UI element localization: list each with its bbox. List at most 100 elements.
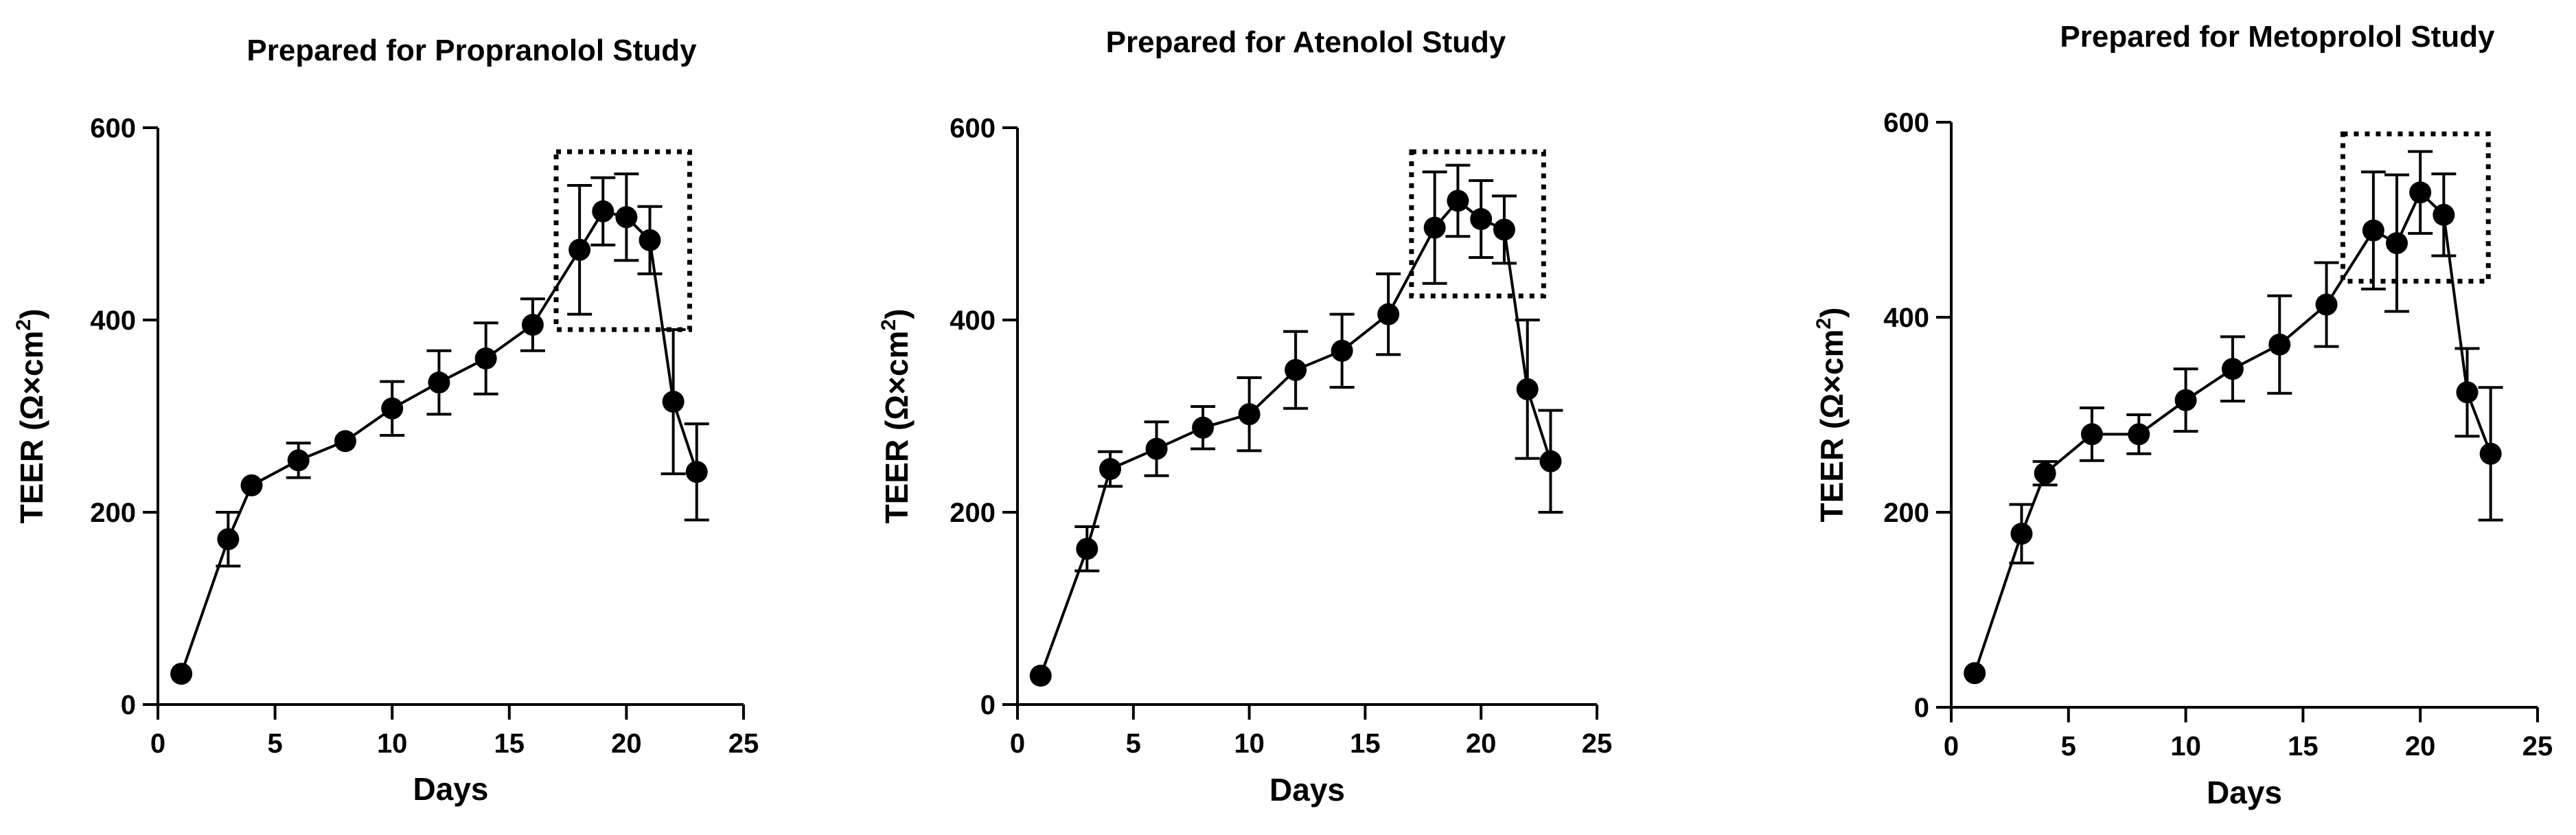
x-tick-label: 25 [728,729,759,759]
y-axis-label: TEER (Ω×cm2) [877,308,915,523]
x-tick-label: 10 [377,729,408,759]
x-tick-label: 20 [2405,731,2436,762]
y-tick-label: 200 [90,498,136,528]
y-axis-label-superscript: 2 [877,319,900,331]
data-point [2174,389,2197,411]
y-axis-label: TEER (Ω×cm2) [12,308,49,523]
data-point [2221,358,2244,380]
series-line [180,209,698,674]
data-point [240,474,263,496]
data-point [1285,358,1307,381]
chart-panel-1: Prepared for Propranolol Study0200400600… [12,34,759,807]
y-axis-label-superscript: 2 [12,319,35,331]
x-tick-label: 15 [1350,729,1381,759]
y-tick-label: 0 [1914,693,1929,723]
data-point [1377,303,1400,325]
data-point [1192,416,1215,439]
y-axis-label-close: ) [14,308,49,319]
data-point [2362,219,2384,242]
data-point [1516,378,1539,400]
x-tick-label: 5 [1126,729,1141,759]
y-tick-label: 200 [950,498,996,528]
highlight-box [1409,149,1546,299]
x-tick-label: 5 [2061,731,2076,762]
data-point [592,200,614,222]
data-point [334,430,356,453]
x-tick-label: 5 [267,729,282,759]
chart-title: Prepared for Atenolol Study [1106,25,1506,59]
chart-title: Prepared for Metoprolol Study [2060,20,2495,54]
data-point [1447,190,1469,212]
data-point [2034,462,2056,485]
highlight-box [553,149,693,332]
y-axis-label-close: ) [1814,307,1850,317]
data-point [2128,423,2150,446]
x-tick-label: 15 [2288,731,2319,762]
data-point [1964,662,1986,685]
y-tick-label: 600 [950,113,996,144]
data-point [474,347,497,369]
data-point [1470,208,1493,230]
data-point [521,314,544,336]
data-point [2386,232,2408,255]
data-point [615,206,638,229]
chart-panel-2: Prepared for Atenolol Study 0 200 400 600 0 5 1… [877,25,1612,808]
data-point [170,663,193,685]
series-line [1973,190,2492,674]
y-axis-label-text: TEER (Ω×cm [879,331,915,524]
x-axis-label: Days [1269,772,1345,808]
y-tick-label: 400 [1883,303,1929,333]
data-point [2080,423,2103,446]
data-point [662,391,685,413]
y-tick-label: 600 [1883,108,1929,138]
y-axis-label-text: TEER (Ω×cm [14,331,49,524]
x-tick-label: 0 [150,729,165,759]
data-point [2456,381,2479,404]
data-point [1099,458,1122,480]
data-point [1076,538,1099,560]
data-point [568,238,591,261]
y-axis-label-close: ) [879,308,915,319]
y-axis-label: TEER (Ω×cm2) [1813,307,1850,522]
y-tick-label: 0 [980,690,996,720]
data-point [2433,203,2455,226]
chart-title: Prepared for Propranolol Study [246,34,697,67]
x-tick-label: 20 [1466,729,1497,759]
x-tick-label: 25 [2522,731,2553,762]
data-point [639,229,661,251]
data-point [2315,293,2338,316]
data-point [1331,339,1353,362]
chart-panel-3: Prepared for Metoprolol Study 0 200 400 600 0… [1813,20,2553,810]
data-point [2268,333,2291,356]
data-point [1539,450,1562,472]
x-tick-label: 0 [1010,729,1025,759]
data-point [428,371,450,393]
x-tick-label: 10 [2170,731,2201,762]
data-point [1493,218,1515,241]
y-axis-label-superscript: 2 [1813,318,1835,330]
x-tick-label: 10 [1234,729,1265,759]
x-tick-label: 0 [1944,731,1959,762]
x-tick-label: 20 [611,729,642,759]
x-axis-label: Days [2207,775,2282,810]
data-point [217,528,240,551]
data-point [1423,216,1446,239]
y-tick-label: 200 [1883,498,1929,528]
data-point [1029,665,1052,687]
data-point [381,397,404,420]
data-point [1238,403,1261,426]
data-point [287,449,310,472]
y-axis-label-text: TEER (Ω×cm [1814,330,1850,523]
data-point [1145,437,1168,460]
y-tick-label: 400 [950,306,996,336]
data-point [2479,442,2502,465]
data-point [2010,523,2033,545]
y-tick-label: 600 [90,113,136,144]
data-point [2409,181,2432,204]
series-line [1039,198,1552,676]
y-tick-label: 0 [121,690,136,720]
x-tick-label: 25 [1582,729,1613,759]
x-tick-label: 15 [494,729,525,759]
x-axis-label: Days [413,771,489,807]
